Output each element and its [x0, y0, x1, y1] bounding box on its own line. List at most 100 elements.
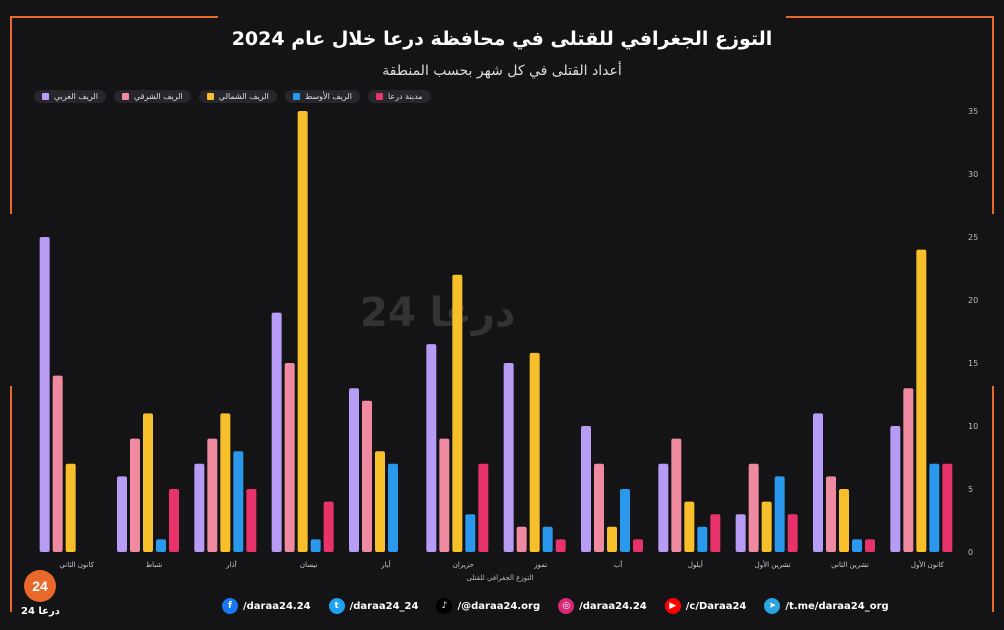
- legend-label: مدينة درعا: [387, 92, 423, 101]
- x-axis-label: التوزع الجغرافي للقتلى: [466, 574, 533, 582]
- bar: [271, 312, 282, 552]
- bar: [117, 476, 127, 552]
- y-tick-label: 10: [968, 422, 978, 431]
- social-link-label: /daraa24.24: [579, 600, 647, 612]
- bar: [349, 388, 359, 552]
- y-tick-label: 30: [968, 170, 978, 179]
- x-tick-label: آذار: [225, 560, 237, 569]
- bar: [633, 539, 643, 552]
- social-link-label: /t.me/daraa24_org: [785, 600, 889, 612]
- bar: [710, 514, 721, 552]
- logo-number: 24: [32, 578, 48, 594]
- bar: [865, 539, 875, 552]
- y-tick-label: 5: [968, 485, 973, 494]
- telegram-icon: ➤: [764, 598, 781, 614]
- y-tick-label: 25: [968, 233, 978, 242]
- x-tick-label: كانون الأول: [911, 560, 944, 569]
- youtube-icon: ▶: [664, 598, 681, 614]
- social-link-tiktok[interactable]: ♪ /@daraa24.org: [436, 598, 540, 614]
- bar: [310, 539, 321, 552]
- bar: [684, 501, 695, 552]
- bar: [903, 388, 914, 552]
- frame-corner-top-left: [10, 16, 218, 214]
- social-link-youtube[interactable]: ▶ /c/Daraa24: [664, 598, 746, 614]
- legend-label: الريف الشرقي: [133, 92, 183, 101]
- bar: [839, 489, 849, 552]
- bar: [246, 489, 257, 552]
- bar: [748, 463, 759, 552]
- bar: [607, 526, 617, 552]
- frame-corner-bottom-left: [10, 386, 12, 612]
- y-tick-label: 20: [968, 296, 978, 305]
- legend-label: الريف الغربي: [54, 92, 98, 101]
- x-tick-label: أيار: [380, 560, 390, 569]
- bar: [284, 363, 295, 552]
- chart-subtitle: أعداد القتلى في كل شهر بحسب المنطقة: [382, 63, 622, 79]
- frame-corner-top-right: [786, 16, 994, 214]
- bar: [503, 363, 514, 552]
- legend-swatch: [121, 93, 129, 100]
- x-tick-label: أيلول: [688, 560, 703, 569]
- x-tick-label: تشرين الأول: [755, 560, 791, 569]
- bar: [581, 426, 591, 552]
- bar: [388, 463, 398, 552]
- bar: [323, 501, 334, 552]
- x-tick-label: حزيران: [453, 561, 474, 569]
- legend-item: الريف الشمالي: [198, 90, 277, 103]
- social-link-label: /daraa24_24: [349, 600, 419, 612]
- x-tick-label: تموز: [533, 561, 547, 569]
- legend-swatch: [292, 93, 300, 100]
- social-link-facebook[interactable]: f/daraa24.24: [222, 598, 311, 614]
- bar: [542, 526, 553, 552]
- bar: [439, 438, 450, 552]
- social-link-telegram[interactable]: ➤ /t.me/daraa24_org: [764, 598, 889, 614]
- bar: [852, 539, 862, 552]
- chart-legend: الريف الغربي الريف الشرقي الريف الشمالي الر…: [34, 90, 431, 103]
- daraa24-logo: 24: [24, 570, 56, 602]
- social-link-twitter[interactable]: t/daraa24_24: [328, 598, 419, 614]
- bar: [169, 489, 179, 552]
- bar: [735, 514, 746, 552]
- instagram-icon: ◎: [558, 598, 575, 614]
- bar: [156, 539, 166, 552]
- bar: [813, 413, 823, 552]
- bar: [594, 463, 604, 552]
- social-link-instagram[interactable]: ◎ /daraa24.24: [558, 598, 647, 614]
- bar: [478, 463, 489, 552]
- legend-item: الريف الشرقي: [113, 90, 191, 103]
- legend-label: الريف الأوسط: [304, 92, 352, 101]
- legend-swatch: [42, 93, 49, 100]
- bar: [658, 463, 669, 552]
- tiktok-icon: ♪: [436, 598, 453, 614]
- bar: [207, 438, 218, 552]
- x-tick-label: نيسان: [300, 561, 318, 569]
- bar: [942, 463, 953, 552]
- bar: [761, 501, 772, 552]
- bar: [555, 539, 566, 552]
- bar: [426, 344, 437, 552]
- social-link-label: /@daraa24.org: [457, 600, 541, 612]
- bar: [39, 237, 50, 552]
- bar: [297, 111, 308, 552]
- bar: [774, 476, 785, 552]
- social-links: f/daraa24.24 t/daraa24_24 ♪ /@daraa24.org ◎ /…: [222, 598, 889, 614]
- bar: [916, 249, 927, 552]
- bar: [194, 463, 205, 552]
- social-link-label: /daraa24.24: [243, 600, 311, 612]
- facebook-icon: f: [222, 598, 238, 614]
- bar: [890, 426, 901, 552]
- y-tick-label: 0: [968, 548, 973, 557]
- legend-item: مدينة درعا: [367, 90, 431, 103]
- bar: [233, 451, 244, 552]
- bar: [52, 375, 63, 552]
- x-tick-label: شباط: [146, 561, 163, 569]
- bar: [929, 463, 940, 552]
- bar: [362, 400, 372, 552]
- bar: [220, 413, 231, 552]
- bar: [465, 514, 476, 552]
- bar: [65, 463, 76, 552]
- y-tick-label: 15: [968, 359, 978, 368]
- bar: [826, 476, 836, 552]
- bar: [787, 514, 798, 552]
